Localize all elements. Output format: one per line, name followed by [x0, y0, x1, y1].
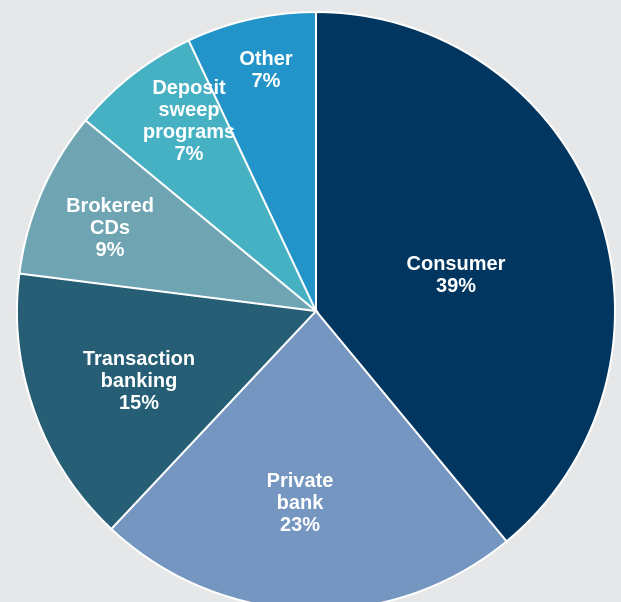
slice-value-label: 23% — [280, 514, 320, 536]
slice-label-deposit-sweep-programs: Deposit sweep programs 7% — [143, 77, 235, 165]
slice-name-label: Private — [267, 470, 334, 492]
slice-name-label: Consumer — [407, 253, 506, 275]
slice-value-label: 9% — [96, 239, 125, 261]
slice-name-label: bank — [277, 492, 325, 514]
pie-slice-private-bank — [109, 309, 508, 602]
slice-name-label: CDs — [90, 217, 130, 239]
slice-name-label: Transaction — [83, 348, 195, 370]
slice-name-label: programs — [143, 121, 235, 143]
pie-slices — [16, 10, 616, 602]
slice-value-label: 39% — [436, 275, 476, 297]
slice-name-label: banking — [101, 370, 178, 392]
slice-name-label: sweep — [158, 99, 219, 121]
pie-labels: Consumer 39%Private bank 23%Transaction bank… — [66, 48, 506, 536]
slice-label-private-bank: Private bank 23% — [267, 470, 334, 536]
slice-label-consumer: Consumer 39% — [407, 253, 506, 297]
slice-value-label: 7% — [175, 143, 204, 165]
slice-value-label: 7% — [252, 70, 281, 92]
slice-name-label: Other — [239, 48, 293, 70]
slice-label-transaction-banking: Transaction banking 15% — [83, 348, 195, 414]
slice-name-label: Brokered — [66, 195, 154, 217]
pie-slice-consumer — [315, 10, 616, 543]
pie-slice-transaction-banking — [16, 272, 319, 531]
slice-label-other: Other 7% — [239, 48, 293, 92]
slice-value-label: 15% — [119, 392, 159, 414]
slice-name-label: Deposit — [152, 77, 226, 99]
pie-slice-deposit-sweep-programs — [84, 39, 317, 312]
pie-slice-other — [187, 10, 317, 312]
pie-slice-brokered-cds — [18, 119, 320, 313]
slice-label-brokered-cds: Brokered CDs 9% — [66, 195, 154, 261]
